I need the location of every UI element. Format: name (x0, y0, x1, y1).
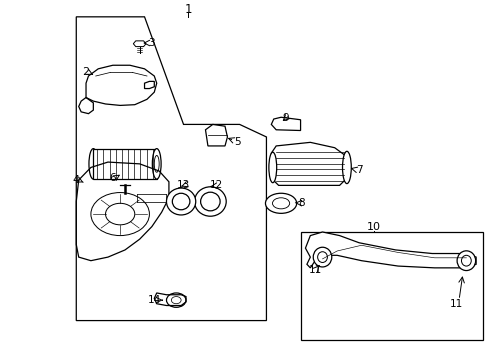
Ellipse shape (456, 251, 475, 271)
Polygon shape (133, 41, 146, 46)
Ellipse shape (166, 188, 195, 215)
Ellipse shape (313, 247, 331, 267)
Ellipse shape (200, 192, 220, 211)
Text: 11: 11 (308, 265, 321, 275)
Text: 5: 5 (233, 138, 240, 147)
Text: 7: 7 (355, 165, 362, 175)
Ellipse shape (89, 149, 98, 179)
Ellipse shape (272, 198, 289, 209)
Ellipse shape (172, 193, 189, 210)
Ellipse shape (317, 252, 327, 262)
Polygon shape (305, 232, 475, 268)
Ellipse shape (152, 149, 161, 179)
Text: 4: 4 (73, 175, 80, 185)
Text: 10: 10 (366, 222, 380, 232)
Ellipse shape (194, 187, 226, 216)
Ellipse shape (265, 193, 296, 213)
Text: 2: 2 (82, 67, 89, 77)
Text: 14: 14 (147, 295, 161, 305)
Text: 13: 13 (176, 180, 189, 190)
Text: 11: 11 (449, 299, 462, 309)
Ellipse shape (461, 255, 470, 266)
Text: 8: 8 (298, 198, 305, 208)
Polygon shape (271, 117, 300, 131)
Ellipse shape (268, 152, 276, 183)
Polygon shape (271, 142, 346, 185)
Text: 6: 6 (109, 173, 116, 183)
Text: 3: 3 (148, 38, 155, 48)
Text: 1: 1 (184, 3, 192, 16)
Text: 9: 9 (282, 113, 289, 123)
Polygon shape (93, 149, 157, 179)
Ellipse shape (154, 156, 159, 172)
Text: 12: 12 (210, 180, 223, 190)
Ellipse shape (342, 151, 350, 184)
